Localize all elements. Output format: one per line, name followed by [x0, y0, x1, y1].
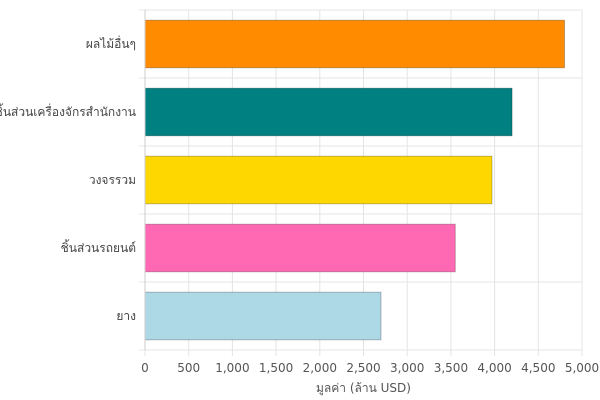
bar-5[interactable] [144, 291, 382, 341]
x-tick-label: 0 [141, 361, 149, 375]
bar-3[interactable] [144, 155, 493, 205]
x-tick-label: 4,500 [521, 361, 555, 375]
category-label: ผลไม้อื่นๆ [86, 35, 136, 51]
category-labels: ผลไม้อื่นๆชิ้นส่วนเครื่องจักรสำนักงานวงจ… [0, 35, 136, 323]
bar-2[interactable] [144, 87, 513, 137]
bar-1[interactable] [144, 19, 566, 69]
x-tick-label: 3,000 [390, 361, 424, 375]
x-tick-label: 2,000 [303, 361, 337, 375]
x-axis-title: มูลค่า (ล้าน USD) [316, 381, 411, 396]
x-tick-label: 4,000 [477, 361, 511, 375]
x-tick-label: 1,000 [215, 361, 249, 375]
x-tick-label: 500 [177, 361, 200, 375]
category-label: ชิ้นส่วนรถยนต์ [61, 239, 136, 255]
x-tick-labels: 0 500 1,000 1,500 2,000 2,500 3,000 3,500 4,000 4… [141, 361, 599, 375]
category-label: ยาง [116, 309, 136, 323]
x-tick-label: 5,000 [565, 361, 599, 375]
x-tick-label: 1,500 [259, 361, 293, 375]
category-label: ชิ้นส่วนเครื่องจักรสำนักงาน [0, 103, 136, 119]
bars [144, 19, 566, 341]
category-label: วงจรรวม [89, 173, 136, 187]
x-tick-label: 3,500 [434, 361, 468, 375]
bar-4[interactable] [144, 223, 456, 273]
x-tick-label: 2,500 [346, 361, 380, 375]
